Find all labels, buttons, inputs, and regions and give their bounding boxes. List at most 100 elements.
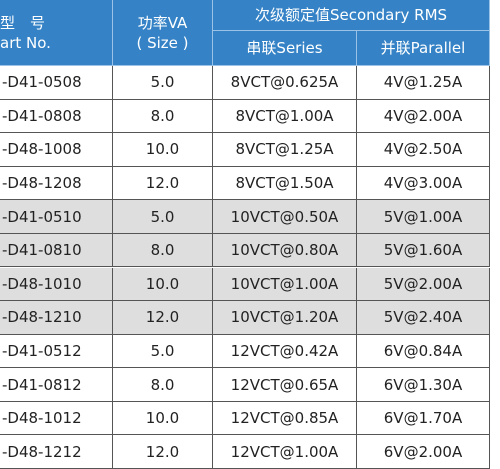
table-cell: 8.0 — [113, 368, 213, 402]
cell-text: 10VCT@1.00A — [230, 274, 339, 293]
cell-text: 6V@2.00A — [383, 442, 463, 461]
table-cell: 8VCT@1.50A — [213, 166, 357, 201]
cell-text: 6V@0.84A — [383, 341, 463, 360]
table-cell: 4V@2.00A — [357, 99, 490, 134]
header-part-no: 型 号 art No. — [0, 0, 113, 66]
cell-text: 8VCT@1.25A — [235, 140, 334, 159]
table-cell: 5V@2.40A — [357, 301, 490, 335]
cell-text: 8VCT@0.625A — [230, 73, 339, 92]
cell-text: 并联Parallel — [380, 39, 466, 57]
table-cell: 12VCT@0.42A — [213, 334, 357, 369]
table-cell: 4V@3.00A — [357, 166, 490, 201]
table-cell: 6V@1.30A — [357, 368, 490, 402]
cell-text: -D48-1008 — [2, 140, 82, 159]
cell-text: 12VCT@0.85A — [230, 409, 339, 428]
table-cell: 8.0 — [113, 99, 213, 134]
cell-text: 型 号 — [0, 13, 46, 32]
cell-text: 5V@1.00A — [383, 207, 463, 226]
cell-text: 12.0 — [145, 442, 180, 461]
cell-text: 5.0 — [150, 73, 175, 92]
table-cell: -D48-1008 — [0, 133, 113, 167]
cell-text: 6V@1.70A — [383, 409, 463, 428]
header-parallel: 并联Parallel — [357, 31, 490, 66]
cell-text: 4V@3.00A — [383, 174, 463, 193]
table-cell: -D41-0810 — [0, 233, 113, 268]
cell-text: art No. — [0, 33, 51, 52]
table-cell: 5.0 — [113, 334, 213, 369]
table-cell: -D41-0508 — [0, 66, 113, 100]
cell-text: 4V@2.00A — [383, 106, 463, 125]
cell-text: 5V@1.60A — [383, 241, 463, 260]
table-cell: 6V@0.84A — [357, 334, 490, 369]
cell-text: 12VCT@1.00A — [230, 442, 339, 461]
cell-text: -D48-1208 — [2, 174, 82, 193]
cell-text: 10VCT@1.20A — [230, 308, 339, 327]
cell-text: 5V@2.00A — [383, 274, 463, 293]
cell-text: 10.0 — [145, 140, 180, 159]
cell-text: -D41-0810 — [2, 241, 82, 260]
header-secondary: 次级额定值Secondary RMS — [213, 0, 490, 31]
table-cell: 12.0 — [113, 301, 213, 335]
cell-text: 功率VA — [137, 13, 188, 32]
header-series: 串联Series — [213, 31, 357, 66]
cell-text: 次级额定值Secondary RMS — [254, 6, 448, 24]
cell-text: -D41-0808 — [2, 106, 82, 125]
table-cell: -D41-0512 — [0, 334, 113, 369]
table-cell: 5.0 — [113, 200, 213, 234]
cell-text: -D48-1012 — [2, 409, 82, 428]
table-cell: 8.0 — [113, 233, 213, 268]
header-power: 功率VA( Size ) — [113, 0, 213, 66]
table-cell: 8VCT@1.00A — [213, 99, 357, 134]
cell-text: -D41-0508 — [2, 73, 82, 92]
table-cell: 10VCT@1.20A — [213, 301, 357, 335]
table-cell: 12VCT@0.85A — [213, 401, 357, 436]
table-cell: 12VCT@0.65A — [213, 368, 357, 402]
cell-text: 10.0 — [145, 409, 180, 428]
cell-text: 10VCT@0.50A — [230, 207, 339, 226]
table-cell: 12.0 — [113, 435, 213, 469]
table-cell: -D48-1208 — [0, 166, 113, 201]
cell-text: 12VCT@0.42A — [230, 341, 339, 360]
cell-text: 12VCT@0.65A — [230, 375, 339, 394]
cell-text: 5V@2.40A — [383, 308, 463, 327]
table-cell: 4V@1.25A — [357, 66, 490, 100]
table-cell: 12.0 — [113, 166, 213, 201]
table-cell: -D41-0510 — [0, 200, 113, 234]
cell-text: 8.0 — [150, 241, 175, 260]
cell-text: 4V@1.25A — [383, 73, 463, 92]
cell-text: -D41-0812 — [2, 375, 82, 394]
cell-text: -D41-0512 — [2, 341, 82, 360]
table-cell: -D48-1210 — [0, 301, 113, 335]
cell-text: 8VCT@1.00A — [235, 106, 334, 125]
table-cell: 6V@1.70A — [357, 401, 490, 436]
table-cell: 10.0 — [113, 133, 213, 167]
table-cell: -D48-1212 — [0, 435, 113, 469]
table-cell: -D48-1010 — [0, 267, 113, 302]
table-cell: 5.0 — [113, 66, 213, 100]
cell-text: 6V@1.30A — [383, 375, 463, 394]
table-cell: 6V@2.00A — [357, 435, 490, 469]
table-cell: 10.0 — [113, 267, 213, 302]
table-cell: 5V@1.00A — [357, 200, 490, 234]
cell-text: 5.0 — [150, 341, 175, 360]
cell-text: 8.0 — [150, 106, 175, 125]
table-cell: 4V@2.50A — [357, 133, 490, 167]
cell-text: -D48-1210 — [2, 308, 82, 327]
cell-text: ( Size ) — [136, 33, 189, 52]
table-cell: 5V@1.60A — [357, 233, 490, 268]
table-cell: 10VCT@0.50A — [213, 200, 357, 234]
table-cell: 5V@2.00A — [357, 267, 490, 302]
table-cell: 10VCT@0.80A — [213, 233, 357, 268]
table-cell: 12VCT@1.00A — [213, 435, 357, 469]
cell-text: -D41-0510 — [2, 207, 82, 226]
cell-text: 10VCT@0.80A — [230, 241, 339, 260]
table-cell: 10VCT@1.00A — [213, 267, 357, 302]
cell-text: 10.0 — [145, 274, 180, 293]
cell-text: -D48-1212 — [2, 442, 82, 461]
cell-text: 8VCT@1.50A — [235, 174, 334, 193]
cell-text: 串联Series — [246, 39, 323, 57]
cell-text: 12.0 — [145, 174, 180, 193]
table-cell: 8VCT@1.25A — [213, 133, 357, 167]
cell-text: 12.0 — [145, 308, 180, 327]
